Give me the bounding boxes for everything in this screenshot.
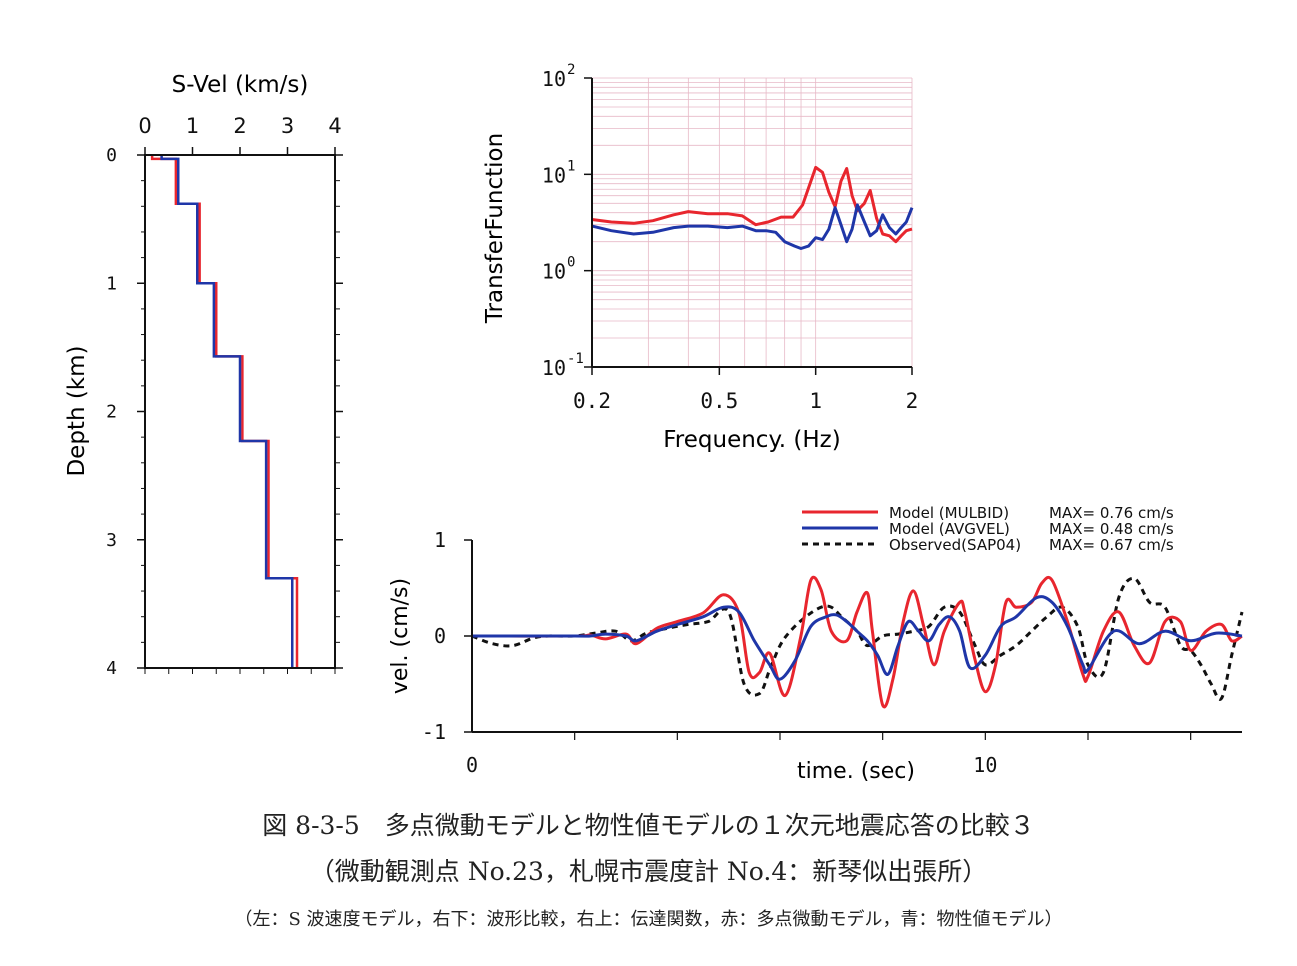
waveform-y-tick-label: 1 xyxy=(434,528,446,552)
svel-y-axis-label: Depth (km) xyxy=(64,345,90,476)
waveform-line-red xyxy=(471,575,1243,709)
waveform-line-black xyxy=(471,576,1244,701)
svel-x-tick-label: 2 xyxy=(233,114,246,138)
legend-series-name: Model (AVGVEL) xyxy=(889,520,1010,538)
svel-y-tick-label: 3 xyxy=(106,530,117,551)
waveform-y-tick-label: 0 xyxy=(434,624,446,648)
svel-x-tick-label: 0 xyxy=(138,114,151,138)
legend-max-value: MAX= 0.67 cm/s xyxy=(1049,536,1174,554)
transfer-series xyxy=(591,165,914,250)
waveform-y-axis-label: vel. (cm/s) xyxy=(388,578,413,694)
transfer-y-tick-exponent: 0 xyxy=(567,255,575,271)
waveform-legend: Model (MULBID) MAX= 0.76 cm/s Model (AVGVE… xyxy=(802,504,1174,554)
transfer-line-red xyxy=(591,165,913,244)
legend-series-name: Observed(SAP04) xyxy=(889,536,1021,554)
svel-x-tick-label: 4 xyxy=(328,114,341,138)
waveform-line-blue xyxy=(472,595,1243,681)
transfer-y-tick-exponent: 2 xyxy=(567,62,575,78)
transfer-x-axis-label: Frequency. (Hz) xyxy=(663,427,840,453)
svel-line-red xyxy=(150,155,299,668)
waveform-chart: 0 10 -1 0 1 time. (sec) vel. (cm/s) Model (M… xyxy=(388,504,1244,784)
svel-x-tick-label: 1 xyxy=(186,114,199,138)
transfer-x-tick-label: 1 xyxy=(809,389,822,413)
svel-ticks: 0 1 2 3 4 0 1 2 3 4 xyxy=(106,114,343,679)
svel-series xyxy=(150,155,299,668)
legend-max-value: MAX= 0.76 cm/s xyxy=(1049,504,1174,522)
transfer-y-tick-label: 10 xyxy=(542,67,566,91)
transfer-y-tick-label: 10 xyxy=(542,163,566,187)
legend-max-value: MAX= 0.48 cm/s xyxy=(1049,520,1174,538)
svel-line-blue xyxy=(160,155,294,668)
transfer-line-blue xyxy=(591,203,914,250)
svel-y-tick-label: 0 xyxy=(106,145,117,166)
figure-caption-title: 図 8-3-5 多点微動モデルと物性値モデルの１次元地震応答の比較３ xyxy=(262,811,1035,840)
transfer-x-tick-label: 2 xyxy=(906,389,919,413)
waveform-x-axis-label: time. (sec) xyxy=(797,759,915,784)
waveform-ticks: 0 10 -1 0 1 xyxy=(422,528,1192,777)
waveform-x-tick-label: 0 xyxy=(466,753,478,777)
svel-y-tick-label: 2 xyxy=(106,402,117,423)
figure-caption-legend-note: （左：S 波速度モデル，右下：波形比較，右上：伝達関数，赤：多点微動モデル，青：… xyxy=(234,909,1063,930)
figure-caption-station: （微動観測点 No.23，札幌市震度計 No.4：新琴似出張所） xyxy=(309,857,988,886)
transfer-y-axis-label: TransferFunction xyxy=(482,133,508,324)
transfer-x-tick-label: 0.5 xyxy=(700,389,738,413)
transfer-y-tick-label: 10 xyxy=(542,356,566,380)
svel-profile-chart: 0 1 2 3 4 0 1 2 3 4 S-Vel (km/s) Depth (km) xyxy=(64,72,343,679)
waveform-y-tick-label: -1 xyxy=(422,720,446,744)
transfer-y-tick-label: 10 xyxy=(542,260,566,284)
svel-x-axis-label: S-Vel (km/s) xyxy=(172,72,309,98)
svel-y-tick-label: 4 xyxy=(106,658,117,679)
waveform-x-tick-label: 10 xyxy=(973,753,997,777)
svel-x-tick-label: 3 xyxy=(281,114,294,138)
transfer-y-tick-exponent: -1 xyxy=(567,351,584,367)
waveform-series xyxy=(471,575,1244,709)
transfer-y-tick-exponent: 1 xyxy=(567,158,575,174)
transfer-x-tick-label: 0.2 xyxy=(573,389,611,413)
svel-y-tick-label: 1 xyxy=(106,273,117,294)
svel-frame xyxy=(144,154,336,669)
legend-series-name: Model (MULBID) xyxy=(889,504,1009,522)
